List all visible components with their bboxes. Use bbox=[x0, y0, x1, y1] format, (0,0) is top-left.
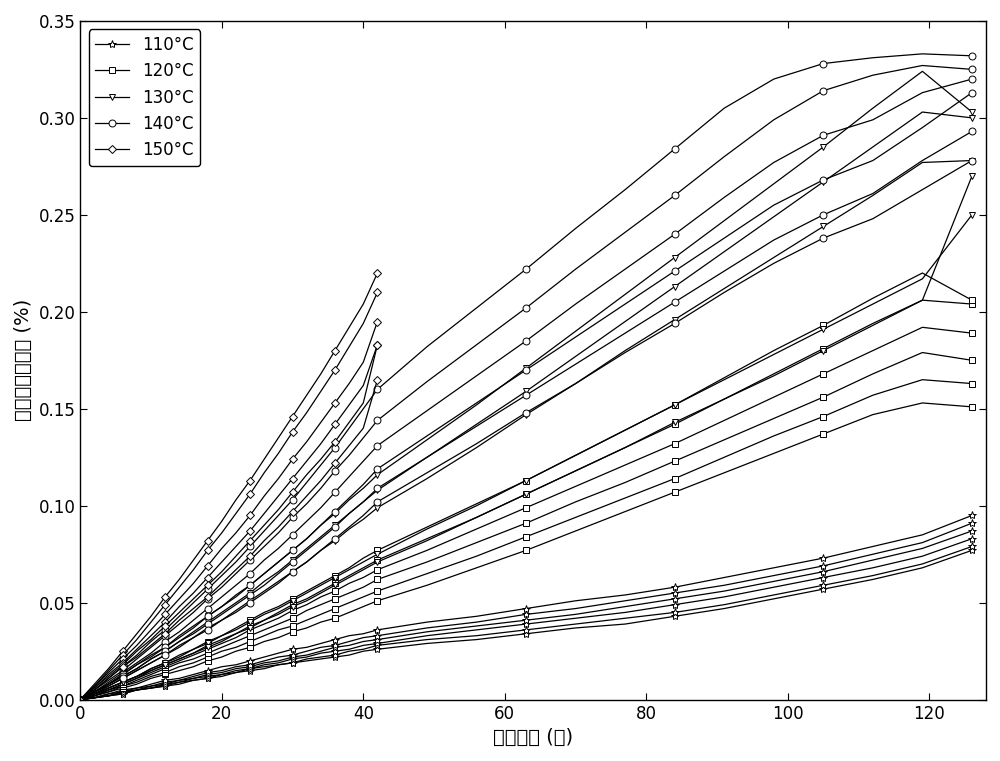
Legend: 110°C, 120°C, 130°C, 140°C, 150°C: 110°C, 120°C, 130°C, 140°C, 150°C bbox=[89, 29, 200, 166]
Y-axis label: 压缩永久变形率 (%): 压缩永久变形率 (%) bbox=[14, 299, 33, 422]
X-axis label: 老化时间 (天): 老化时间 (天) bbox=[493, 728, 573, 747]
